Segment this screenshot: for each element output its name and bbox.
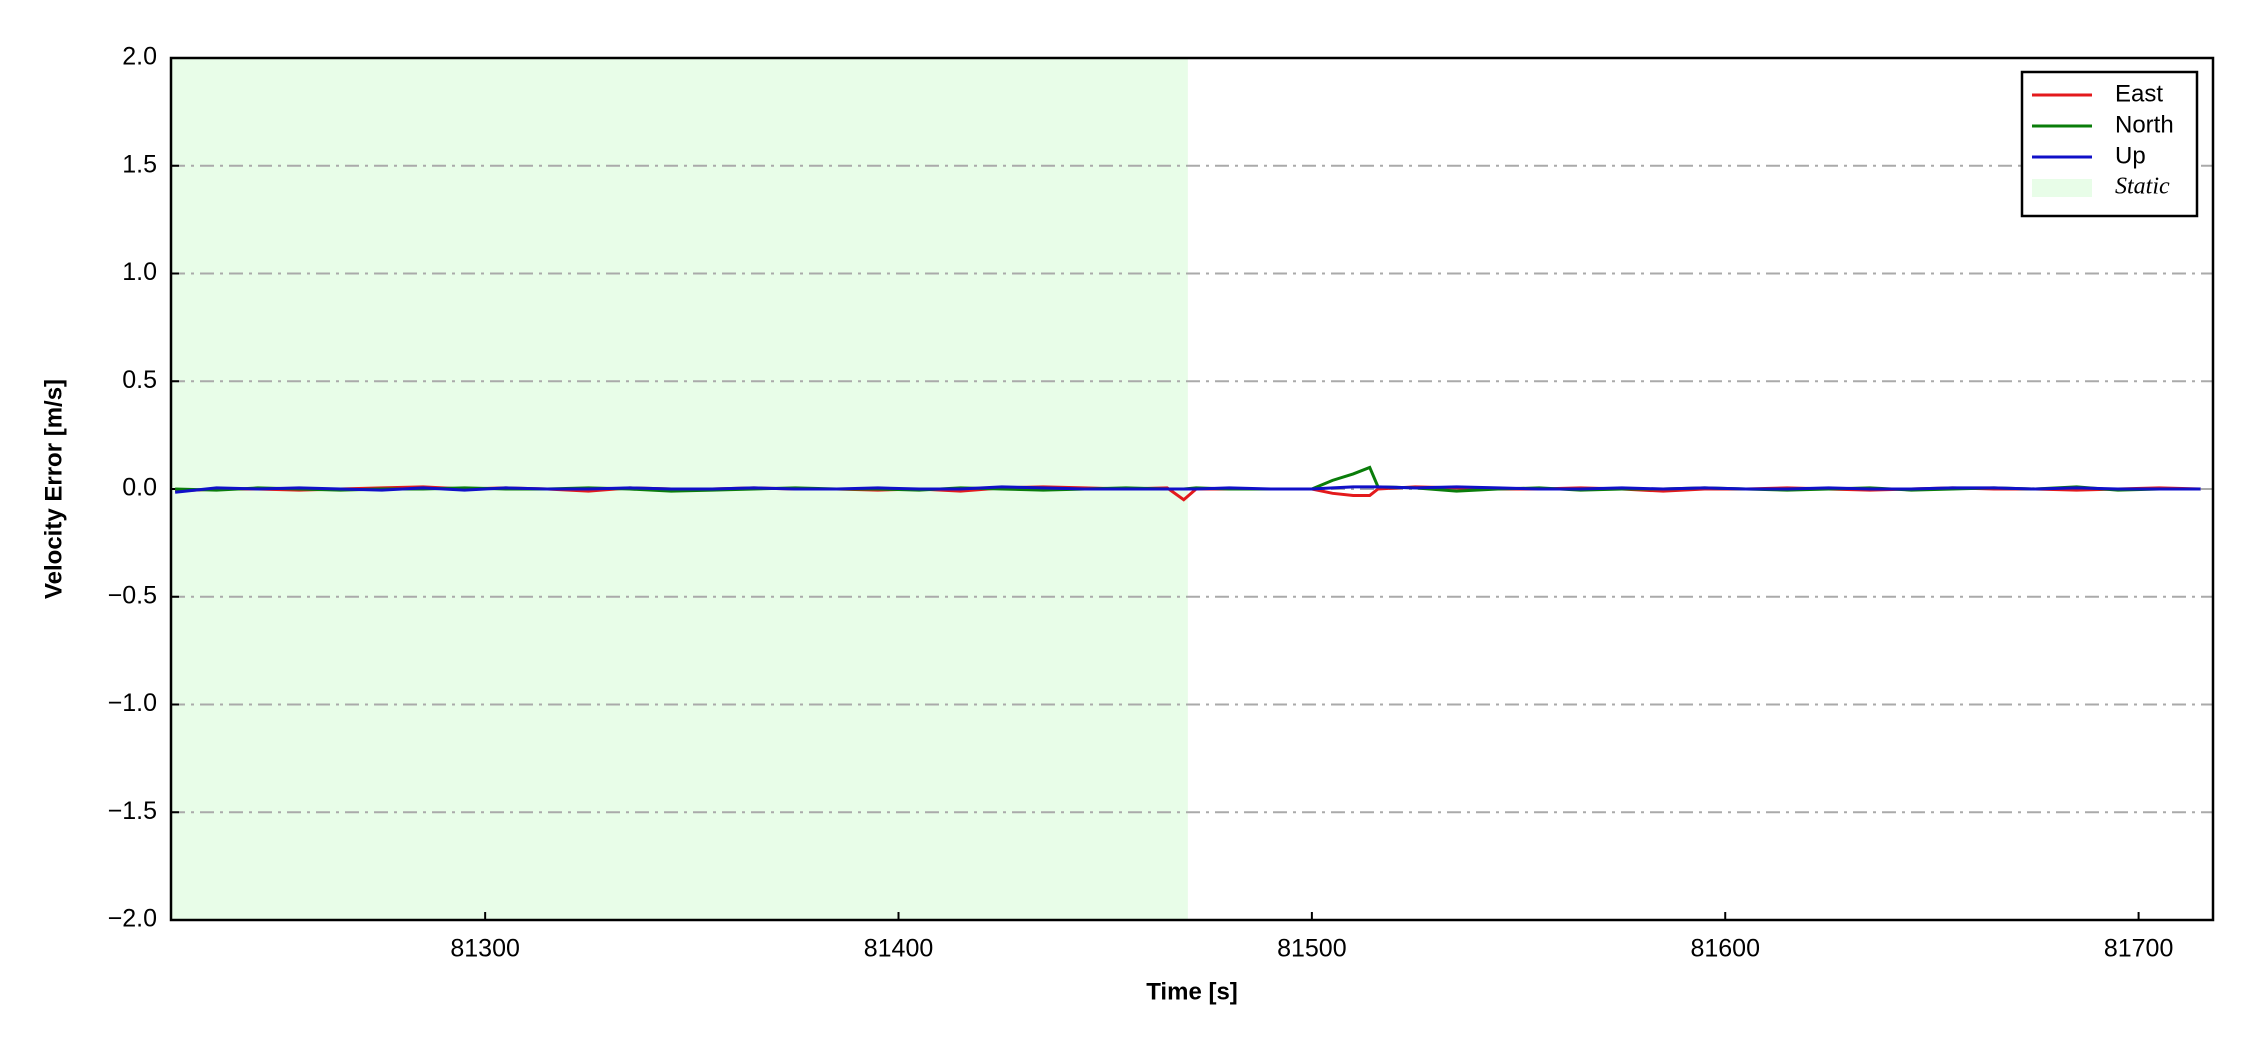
x-tick-label: 81600 [1690, 935, 1760, 963]
y-tick-label: 1.5 [122, 150, 157, 178]
y-tick-label: 0.0 [122, 474, 157, 502]
x-axis-label: Time [s] [1146, 978, 1238, 1005]
x-tick-label: 81500 [1277, 935, 1347, 963]
legend-swatch [2032, 179, 2092, 197]
x-tick-label: 81400 [864, 935, 934, 963]
y-tick-label: 2.0 [122, 43, 157, 71]
y-tick-label: −1.0 [108, 689, 157, 717]
y-tick-label: −1.5 [108, 797, 157, 825]
plot-frame [169, 56, 2215, 922]
y-tick-label: −0.5 [108, 581, 157, 609]
x-tick-label: 81700 [2104, 935, 2174, 963]
legend-label: East [2115, 80, 2163, 107]
y-tick-label: 0.5 [122, 366, 157, 394]
y-axis-label: Velocity Error [m/s] [40, 379, 67, 599]
plot-area [174, 465, 2201, 502]
legend-label: Up [2115, 142, 2146, 169]
legend-label: Static [2115, 174, 2170, 200]
x-tick-label: 81300 [450, 935, 520, 963]
y-tick-label: −2.0 [108, 905, 157, 933]
legend-label: North [2115, 111, 2174, 138]
y-tick-label: 1.0 [122, 258, 157, 286]
data-line [174, 485, 2201, 494]
